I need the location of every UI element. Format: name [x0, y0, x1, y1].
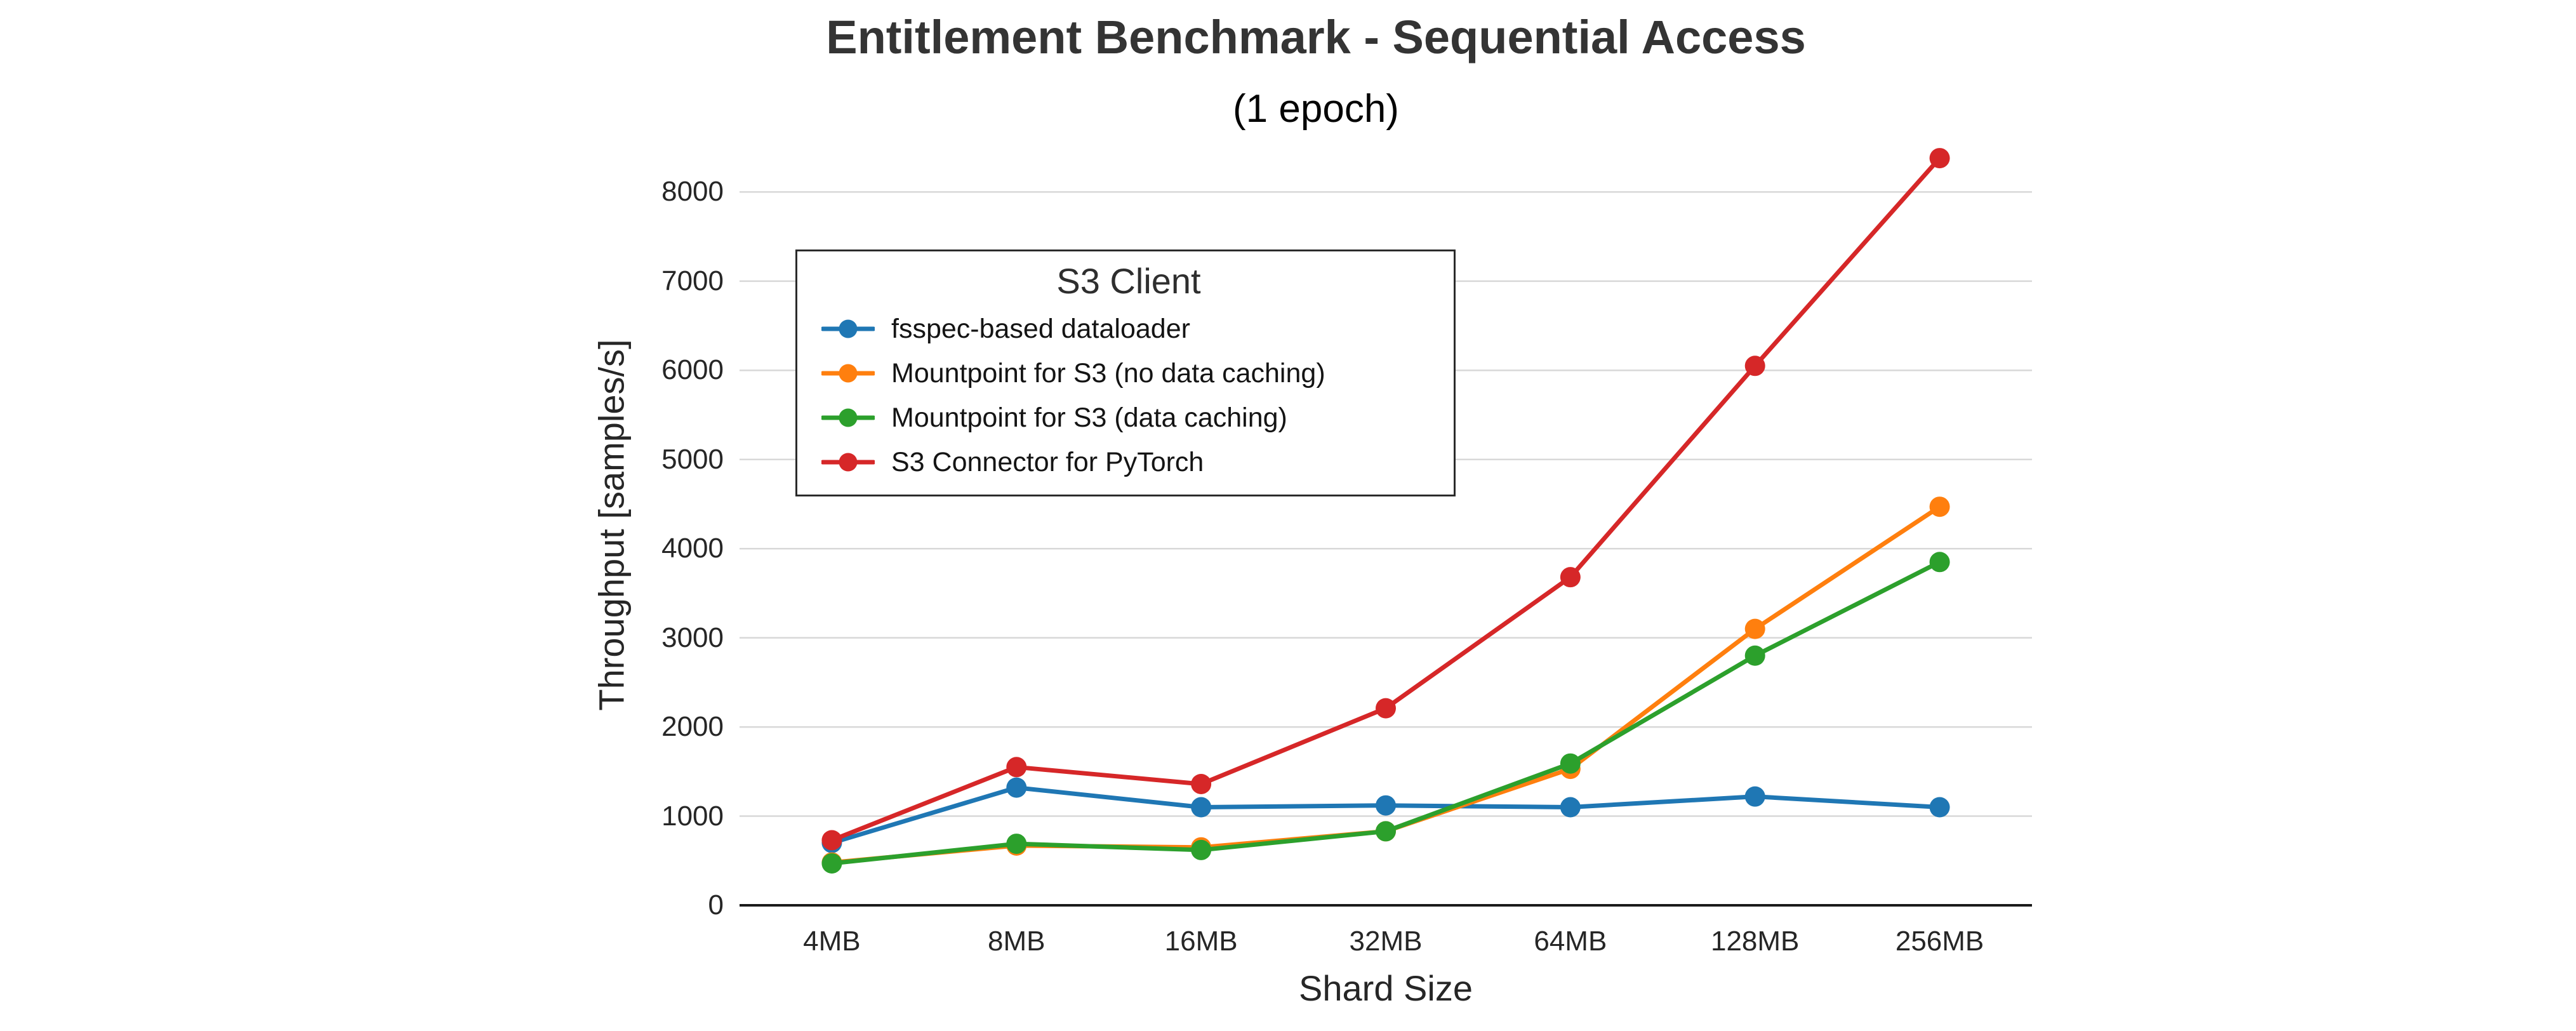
data-point-fsspec-based-dataloader-8MB	[1006, 777, 1027, 798]
x-tick-label-256MB: 256MB	[1895, 926, 1984, 957]
legend-label-fsspec-based-dataloader: fsspec-based dataloader	[891, 313, 1190, 344]
y-tick-label-3000: 3000	[661, 622, 724, 653]
data-point-mountpoint-for-s3-data-caching-4MB	[821, 853, 842, 874]
legend-title: S3 Client	[1056, 261, 1201, 301]
y-tick-label-8000: 8000	[661, 176, 724, 208]
legend-items: fsspec-based dataloader Mountpoint for S3…	[821, 307, 1436, 484]
data-point-s3-connector-for-pytorch-256MB	[1929, 148, 1950, 169]
legend-marker-s3-connector-for-pytorch	[821, 453, 875, 472]
chart-subtitle: (1 epoch)	[1233, 87, 1399, 131]
x-axis-label: Shard Size	[1299, 968, 1473, 1008]
y-tick-label-7000: 7000	[661, 265, 724, 296]
y-tick-label-5000: 5000	[661, 443, 724, 475]
y-tick-label-1000: 1000	[661, 800, 724, 832]
x-tick-label-4MB: 4MB	[803, 926, 861, 957]
chart-title: Entitlement Benchmark - Sequential Acces…	[826, 11, 1806, 63]
data-point-s3-connector-for-pytorch-4MB	[821, 830, 842, 851]
legend-marker-mountpoint-for-s3-data-caching	[821, 408, 875, 427]
data-point-mountpoint-for-s3-data-caching-64MB	[1560, 753, 1581, 774]
data-point-mountpoint-for-s3-no-data-caching-128MB	[1744, 618, 1765, 639]
data-point-s3-connector-for-pytorch-16MB	[1191, 773, 1212, 794]
y-tick-label-6000: 6000	[661, 354, 724, 386]
legend: S3 Client fsspec-based dataloader Mountpo…	[795, 249, 1456, 496]
x-tick-label-32MB: 32MB	[1349, 926, 1423, 957]
x-tick-label-16MB: 16MB	[1164, 926, 1238, 957]
legend-label-mountpoint-for-s3-no-data-caching: Mountpoint for S3 (no data caching)	[891, 357, 1325, 389]
y-axis-label: Throughput [samples/s]	[591, 339, 632, 711]
data-point-fsspec-based-dataloader-256MB	[1929, 797, 1950, 818]
data-point-fsspec-based-dataloader-32MB	[1376, 795, 1396, 816]
legend-item-mountpoint-for-s3-data-caching: Mountpoint for S3 (data caching)	[821, 396, 1436, 440]
data-point-s3-connector-for-pytorch-8MB	[1006, 757, 1027, 778]
y-tick-label-2000: 2000	[661, 711, 724, 743]
legend-item-s3-connector-for-pytorch: S3 Connector for PyTorch	[821, 440, 1436, 484]
y-tick-label-4000: 4000	[661, 533, 724, 564]
data-point-mountpoint-for-s3-data-caching-128MB	[1744, 645, 1765, 666]
data-point-s3-connector-for-pytorch-32MB	[1376, 698, 1396, 719]
data-point-mountpoint-for-s3-data-caching-16MB	[1191, 839, 1212, 860]
x-tick-label-64MB: 64MB	[1534, 926, 1607, 957]
data-point-mountpoint-for-s3-data-caching-256MB	[1929, 552, 1950, 573]
x-tick-label-128MB: 128MB	[1710, 926, 1800, 957]
data-point-fsspec-based-dataloader-16MB	[1191, 797, 1212, 818]
legend-label-s3-connector-for-pytorch: S3 Connector for PyTorch	[891, 446, 1204, 477]
legend-label-mountpoint-for-s3-data-caching: Mountpoint for S3 (data caching)	[891, 402, 1287, 433]
y-tick-label-0: 0	[708, 889, 724, 921]
data-point-fsspec-based-dataloader-64MB	[1560, 797, 1581, 818]
legend-item-mountpoint-for-s3-no-data-caching: Mountpoint for S3 (no data caching)	[821, 351, 1436, 396]
legend-item-fsspec-based-dataloader: fsspec-based dataloader	[821, 307, 1436, 351]
data-point-mountpoint-for-s3-data-caching-32MB	[1376, 821, 1396, 842]
legend-marker-mountpoint-for-s3-no-data-caching	[821, 364, 875, 383]
data-point-fsspec-based-dataloader-128MB	[1744, 786, 1765, 807]
data-point-s3-connector-for-pytorch-64MB	[1560, 567, 1581, 588]
x-tick-label-8MB: 8MB	[988, 926, 1046, 957]
data-point-mountpoint-for-s3-no-data-caching-256MB	[1929, 496, 1950, 517]
data-point-mountpoint-for-s3-data-caching-8MB	[1006, 834, 1027, 855]
data-point-s3-connector-for-pytorch-128MB	[1744, 356, 1765, 376]
legend-marker-fsspec-based-dataloader	[821, 319, 875, 338]
